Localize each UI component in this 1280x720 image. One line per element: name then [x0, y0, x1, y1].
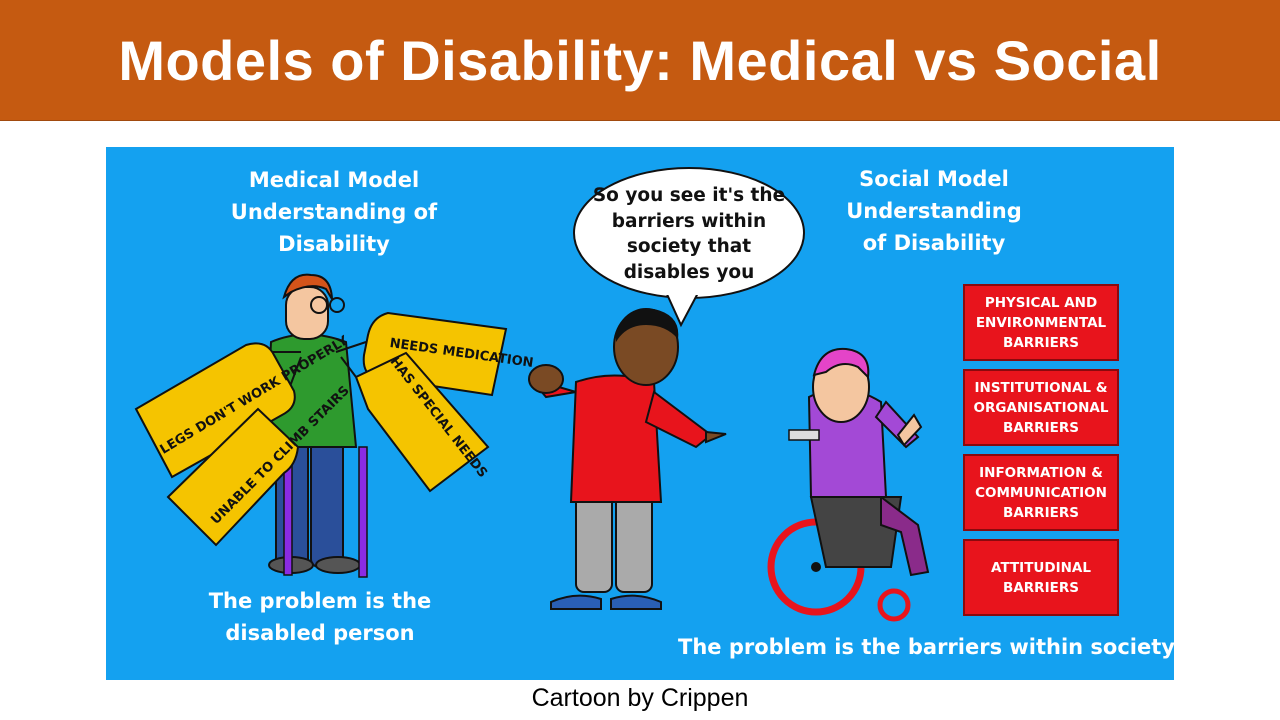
title-bar: Models of Disability: Medical vs Social	[0, 0, 1280, 121]
tag-stairs	[166, 407, 300, 547]
social-problem-text: The problem is the barriers within socie…	[678, 635, 1174, 659]
barrier-list: PHYSICAL AND ENVIRONMENTAL BARRIERS INST…	[963, 284, 1119, 624]
social-model-heading: Social Model Understanding of Disability	[846, 167, 1022, 255]
middle-man	[528, 308, 727, 610]
medical-problem-text: The problem is the disabled person	[208, 589, 432, 645]
slide-title: Models of Disability: Medical vs Social	[118, 28, 1162, 92]
barrier-institutional: INSTITUTIONAL & ORGANISATIONAL BARRIERS	[963, 369, 1119, 446]
medical-model-heading: Medical Model Understanding of Disabilit…	[230, 168, 438, 256]
cartoon-illustration	[134, 167, 930, 622]
speech-bubble-text: So you see it's the barriers within soci…	[592, 185, 786, 283]
cartoon-panel: Medical Model Understanding of Disabilit…	[106, 147, 1174, 680]
tag-special-needs	[354, 351, 490, 493]
barrier-information: INFORMATION & COMMUNICATION BARRIERS	[963, 454, 1119, 531]
barrier-attitudinal: ATTITUDINAL BARRIERS	[963, 539, 1119, 616]
wheelchair-user	[767, 347, 930, 622]
tag-legs	[134, 342, 296, 479]
cartoon-caption: Cartoon by Crippen	[531, 684, 749, 712]
barrier-physical: PHYSICAL AND ENVIRONMENTAL BARRIERS	[963, 284, 1119, 361]
